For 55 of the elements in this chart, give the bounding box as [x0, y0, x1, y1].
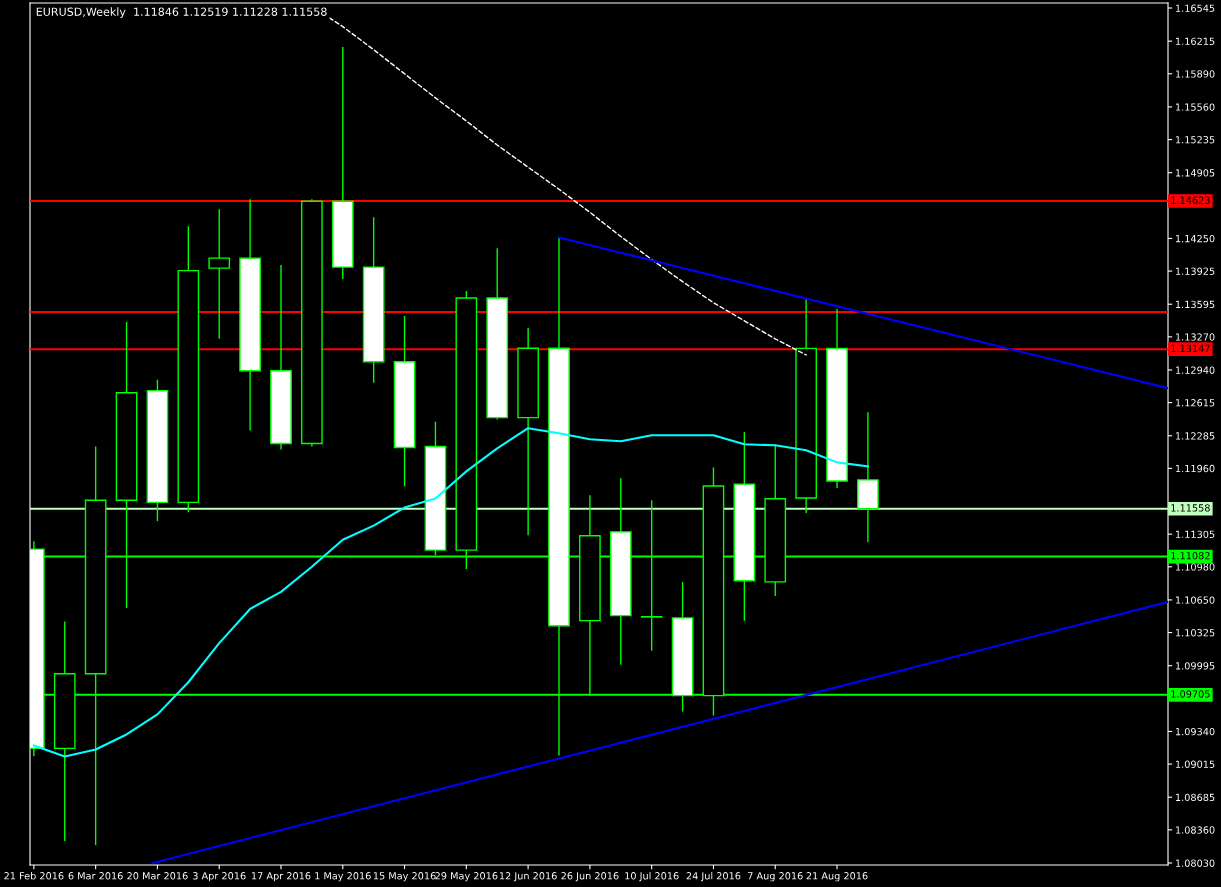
y-tick-label: 1.10650 — [1176, 596, 1215, 604]
y-tick-label: 1.15890 — [1176, 70, 1215, 78]
x-tick-label: 3 Apr 2016 — [192, 872, 246, 882]
chart-title: EURUSD,Weekly 1.11846 1.12519 1.11228 1.11558 — [36, 7, 327, 19]
candlestick — [270, 264, 292, 451]
ref-line-label: 1.11558 — [1171, 504, 1210, 512]
candlestick — [517, 327, 539, 536]
ref-line-label: 1.13147 — [1171, 344, 1210, 353]
ref-line-label: 1.09705 — [1171, 690, 1210, 698]
x-tick-label: 29 May 2016 — [435, 872, 498, 882]
candlestick — [301, 198, 323, 448]
y-tick-label: 1.13595 — [1176, 300, 1215, 309]
y-tick-label: 1.12285 — [1176, 432, 1215, 440]
candlestick — [795, 297, 817, 514]
x-tick-label: 24 Jul 2016 — [686, 871, 741, 882]
ref-line-label: 1.14623 — [1171, 196, 1210, 204]
candlestick — [393, 315, 416, 488]
x-tick-label: 12 Jun 2016 — [499, 872, 557, 882]
y-tick-label: 1.15560 — [1176, 103, 1215, 111]
candlestick — [362, 216, 385, 384]
candlestick — [239, 198, 261, 432]
x-tick-label: 1 May 2016 — [315, 872, 371, 882]
y-tick-label: 1.11960 — [1176, 464, 1215, 473]
y-tick-label: 1.16215 — [1176, 37, 1215, 45]
y-tick-label: 1.13270 — [1176, 333, 1215, 341]
y-tick-label: 1.15235 — [1176, 136, 1215, 144]
y-tick-label: 1.12940 — [1176, 366, 1215, 374]
candlestick — [208, 208, 231, 340]
y-tick-label: 1.13925 — [1176, 267, 1215, 275]
x-tick-label: 21 Aug 2016 — [806, 872, 868, 882]
x-tick-label: 6 Mar 2016 — [68, 872, 123, 880]
candlestick — [826, 308, 848, 489]
candlestick — [857, 411, 879, 543]
x-tick-label: 20 Mar 2016 — [127, 872, 188, 880]
y-tick-label: 1.12615 — [1176, 399, 1215, 407]
y-tick-label: 1.14250 — [1176, 234, 1215, 243]
x-tick-label: 17 Apr 2016 — [252, 872, 311, 882]
y-tick-label: 1.08030 — [1176, 859, 1215, 867]
x-tick-label: 15 May 2016 — [373, 872, 436, 882]
line-series — [32, 427, 869, 758]
x-tick-label: 10 Jul 2016 — [625, 871, 679, 882]
y-tick-label: 1.08685 — [1176, 793, 1215, 802]
y-tick-label: 1.16545 — [1176, 4, 1215, 12]
y-tick-label: 1.09995 — [1176, 662, 1215, 670]
y-tick-label: 1.10325 — [1176, 629, 1215, 637]
y-tick-label: 1.08360 — [1176, 826, 1215, 834]
y-tick-label: 1.10980 — [1176, 563, 1215, 571]
y-tick-label: 1.09340 — [1176, 727, 1215, 736]
y-tick-label: 1.14905 — [1176, 169, 1215, 177]
x-tick-label: 21 Feb 2016 — [4, 871, 64, 880]
ref-line-label: 1.11082 — [1171, 552, 1210, 560]
x-tick-label: 26 Jun 2016 — [561, 872, 619, 882]
y-tick-label: 1.09015 — [1176, 760, 1215, 768]
y-tick-label: 1.11305 — [1176, 530, 1215, 538]
x-tick-label: 7 Aug 2016 — [747, 872, 803, 882]
